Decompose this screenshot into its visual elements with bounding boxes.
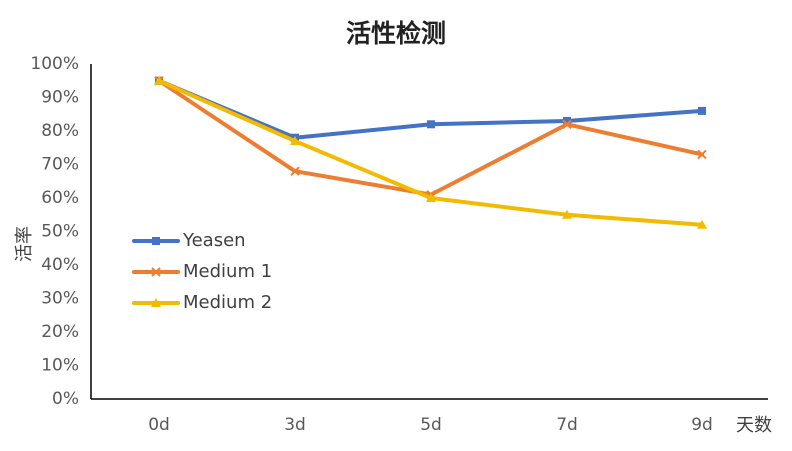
legend-marker (151, 298, 161, 307)
y-tick-label: 100% (30, 54, 79, 74)
data-point (697, 219, 707, 229)
y-axis-title: 活率 (14, 226, 35, 262)
legend-label: Yeasen (182, 230, 246, 251)
chart-title: 活性检测 (346, 19, 446, 48)
y-tick-label: 90% (41, 88, 79, 108)
legend-marker (151, 267, 161, 277)
data-point (426, 193, 436, 202)
x-tick-label: 3d (284, 415, 306, 435)
data-point (427, 120, 435, 129)
data-point (290, 166, 300, 176)
y-tick-label: 70% (41, 155, 79, 175)
y-tick-label: 20% (41, 322, 79, 342)
y-tick-label: 40% (41, 255, 79, 275)
data-point (563, 116, 571, 125)
data-point (562, 209, 572, 219)
legend-label: Medium 2 (183, 292, 272, 313)
legend-item-yeasen: Yeasen (132, 230, 246, 251)
data-point (697, 149, 707, 160)
series-medium-1 (154, 76, 707, 200)
x-tick-label: 5d (420, 415, 442, 435)
data-point (154, 75, 164, 85)
series-line-medium-2 (157, 78, 704, 227)
y-tick-label: 10% (41, 356, 79, 376)
legend-item-medium-2: Medium 2 (132, 292, 272, 313)
y-tick-label: 60% (41, 188, 79, 208)
x-tick-label: 0d (148, 415, 170, 435)
y-tick-label: 30% (41, 289, 79, 309)
data-point (698, 106, 706, 115)
legend-label: Medium 1 (183, 261, 272, 282)
y-tick-label: 0% (52, 389, 79, 409)
data-point (290, 136, 300, 146)
x-tick-label: 7d (556, 415, 578, 435)
y-tick-label: 50% (41, 222, 79, 242)
data-point (562, 119, 572, 130)
y-tick-label: 80% (41, 121, 79, 141)
x-tick-label: 9d (691, 415, 713, 435)
series-line-yeasen (157, 78, 704, 140)
legend-marker (152, 237, 160, 245)
series-medium-2 (154, 75, 707, 229)
x-axis-title: 天数 (736, 415, 772, 436)
legend-item-medium-1: Medium 1 (132, 261, 272, 282)
series-line-medium-1 (157, 78, 704, 197)
